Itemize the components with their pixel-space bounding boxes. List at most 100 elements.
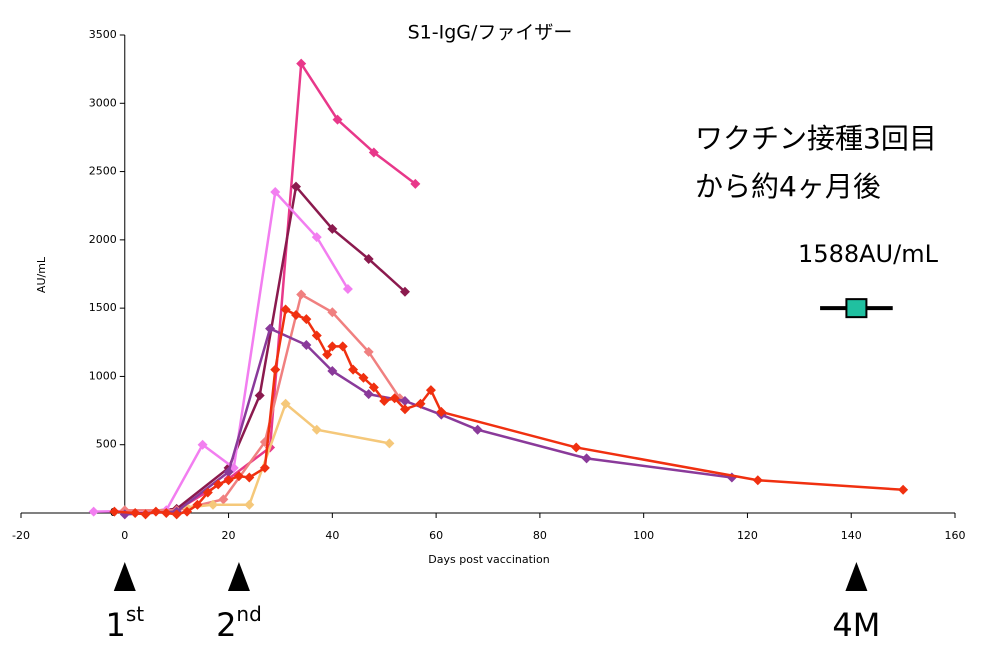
data-point — [301, 314, 312, 325]
data-point — [327, 365, 338, 376]
data-point — [171, 509, 182, 520]
arrow — [113, 562, 136, 591]
data-point — [291, 309, 302, 320]
data-point — [348, 364, 359, 375]
data-point — [280, 398, 291, 409]
data-point — [399, 286, 410, 297]
data-point — [182, 506, 193, 517]
x-tick-label: 140 — [841, 529, 862, 542]
data-point — [296, 58, 307, 69]
data-point — [389, 393, 400, 404]
arrow-label: 4M — [832, 606, 880, 644]
data-point — [399, 404, 410, 415]
data-point — [368, 147, 379, 158]
data-point — [109, 506, 120, 517]
data-point — [161, 508, 172, 518]
data-point — [301, 340, 312, 351]
data-point — [259, 462, 270, 473]
data-point — [207, 499, 218, 510]
x-tick-label: 120 — [737, 529, 758, 542]
series-line — [93, 189, 349, 513]
data-point — [363, 389, 374, 400]
data-point — [192, 499, 203, 510]
y-tick-label: 2500 — [89, 165, 117, 178]
data-point — [202, 487, 213, 498]
y-tick-label: 1500 — [89, 301, 117, 314]
data-point — [571, 442, 582, 453]
data-point — [88, 506, 99, 517]
data-point — [327, 341, 338, 352]
x-tick-label: 60 — [429, 529, 443, 542]
data-point — [363, 253, 374, 264]
data-point — [327, 223, 338, 234]
data-point — [384, 438, 395, 449]
data-point — [270, 187, 281, 198]
data-point — [368, 382, 379, 393]
series-line — [114, 307, 904, 516]
annotation: から約4ヶ月後 — [695, 170, 881, 203]
y-tick-label: 500 — [96, 438, 117, 451]
data-point — [752, 475, 763, 486]
x-tick-label: 40 — [325, 529, 339, 542]
x-tick-label: -20 — [12, 529, 30, 542]
data-point — [415, 398, 426, 409]
data-point — [291, 181, 302, 192]
reference-point — [845, 298, 868, 319]
x-tick-label: 80 — [533, 529, 547, 542]
data-point — [296, 289, 307, 300]
data-point — [218, 494, 229, 505]
x-tick-label: 160 — [945, 529, 966, 542]
data-point — [399, 396, 410, 407]
data-point — [358, 372, 369, 383]
data-point — [223, 467, 234, 478]
y-tick-label: 1000 — [89, 369, 117, 382]
x-tick-label: 100 — [633, 529, 654, 542]
data-point — [332, 114, 343, 125]
reference-label: 1588AU/mL — [798, 240, 939, 268]
data-point — [327, 307, 338, 318]
x-tick-label: 20 — [222, 529, 236, 542]
arrow-label-text: 2 — [216, 606, 236, 644]
data-point — [244, 472, 255, 483]
data-point — [425, 385, 436, 396]
y-tick-label: 2000 — [89, 233, 117, 246]
arrow-label: 2nd — [216, 602, 262, 645]
data-point — [410, 178, 421, 189]
data-point — [342, 284, 353, 295]
data-point — [363, 346, 374, 357]
y-tick-label: 3000 — [89, 96, 117, 109]
arrow — [845, 562, 868, 591]
chart-title: S1-IgG/ファイザー — [408, 22, 573, 44]
data-point — [223, 475, 234, 486]
arrow — [227, 562, 250, 591]
data-point — [140, 509, 151, 520]
series-line — [124, 292, 401, 512]
data-point — [436, 406, 447, 417]
y-axis-label: AU/mL — [35, 256, 48, 293]
data-point — [150, 506, 161, 517]
annotation: ワクチン接種3回目 — [695, 122, 937, 155]
data-point — [311, 330, 322, 341]
y-tick-label: 3500 — [89, 28, 117, 41]
data-point — [130, 508, 141, 518]
arrow-label: 1st — [105, 602, 144, 645]
data-point — [197, 439, 208, 450]
data-point — [265, 323, 276, 334]
data-point — [280, 304, 291, 315]
data-point — [213, 479, 224, 490]
data-point — [254, 390, 265, 401]
data-point — [322, 349, 333, 360]
data-point — [311, 232, 322, 243]
series-line — [124, 183, 406, 515]
data-point — [244, 499, 255, 510]
data-point — [581, 453, 592, 464]
series-line — [124, 326, 733, 516]
data-point — [311, 424, 322, 435]
data-point — [233, 471, 244, 482]
x-tick-label: 0 — [121, 529, 128, 542]
arrow-label-sup: nd — [236, 602, 261, 626]
data-point — [270, 364, 281, 375]
data-point — [472, 424, 483, 435]
data-point — [337, 341, 348, 352]
